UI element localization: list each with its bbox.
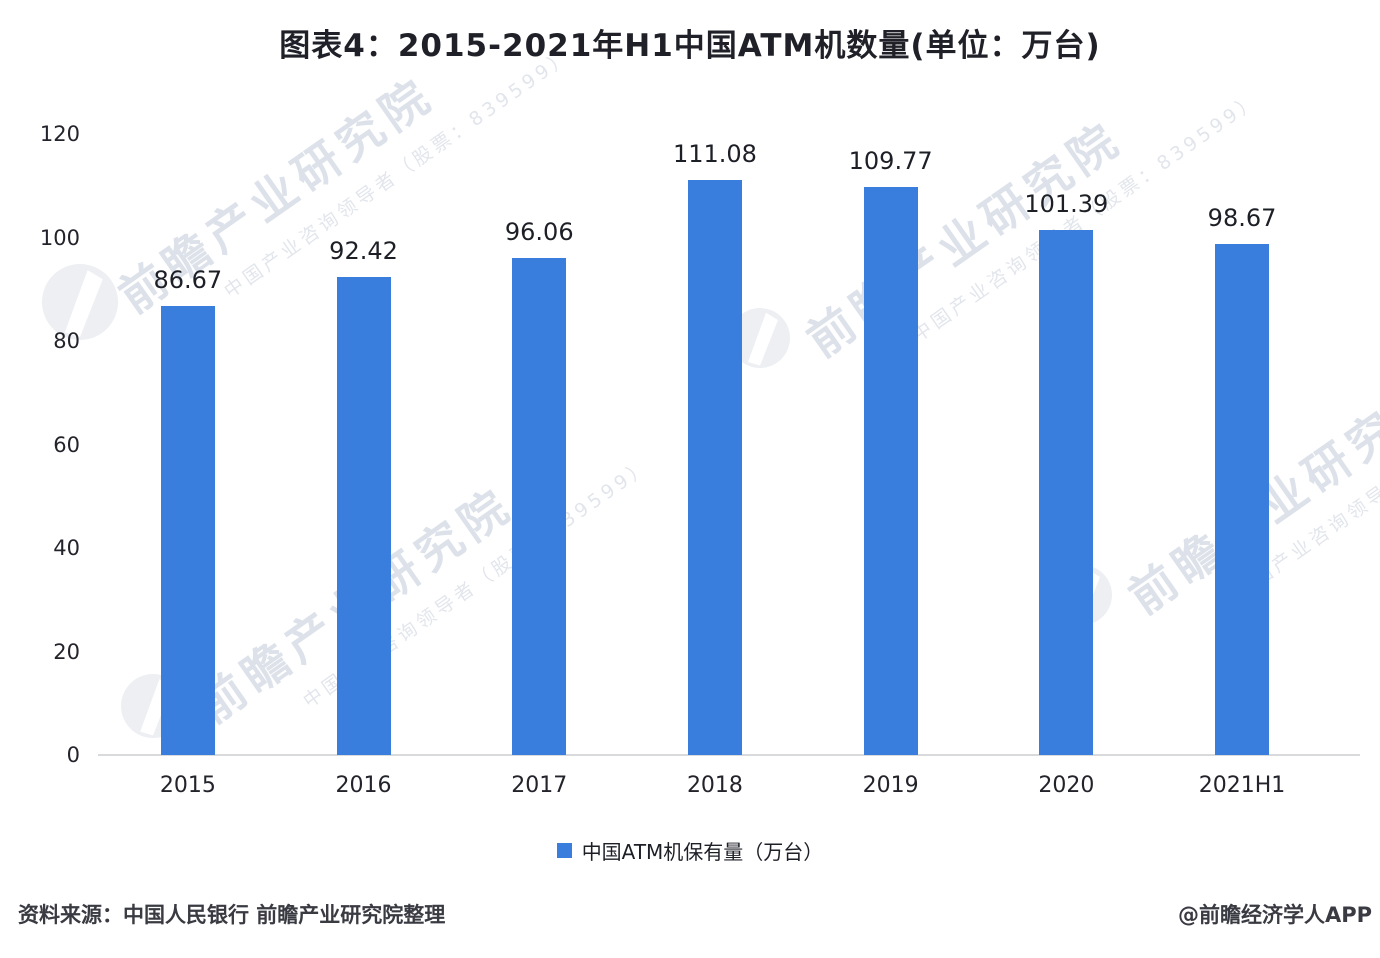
x-tick-label: 2016 xyxy=(335,773,392,798)
x-tick-label: 2018 xyxy=(686,773,743,798)
y-tick-label: 120 xyxy=(39,122,80,146)
bar xyxy=(336,276,391,755)
legend-marker-icon xyxy=(556,843,572,858)
bar xyxy=(687,180,742,755)
y-tick-label: 80 xyxy=(53,329,80,353)
x-tick-label: 2015 xyxy=(159,773,216,798)
y-tick-label: 40 xyxy=(53,536,80,560)
bar-column: 101.39 xyxy=(979,0,1155,755)
legend-label: 中国ATM机保有量（万台） xyxy=(581,840,824,864)
bar xyxy=(1215,244,1270,755)
chart-title: 图表4：2015-2021年H1中国ATM机数量(单位：万台) xyxy=(279,28,1101,64)
bar-column: 92.42 xyxy=(276,0,452,755)
bar-column: 96.06 xyxy=(451,0,627,755)
bar xyxy=(160,306,215,755)
bar xyxy=(512,257,567,755)
bar-value-label: 109.77 xyxy=(848,146,933,175)
bar-value-label: 86.67 xyxy=(153,266,223,295)
x-axis-line xyxy=(98,754,1360,756)
x-tick-label: 2021H1 xyxy=(1198,773,1286,798)
footer-credit: @前瞻经济学人APP xyxy=(1177,903,1372,927)
bar-value-label: 101.39 xyxy=(1024,190,1109,219)
y-tick-label: 60 xyxy=(53,432,80,457)
bar-column: 98.67 xyxy=(1154,0,1330,755)
x-tick-label: 2017 xyxy=(511,773,568,798)
bar xyxy=(863,186,918,755)
y-tick-label: 20 xyxy=(53,639,80,664)
bar-value-label: 98.67 xyxy=(1207,204,1277,233)
bar xyxy=(1039,230,1094,755)
x-tick-label: 2020 xyxy=(1038,773,1095,798)
bar-value-label: 111.08 xyxy=(672,140,757,169)
y-tick-label: 100 xyxy=(39,225,80,250)
bar-column: 109.77 xyxy=(803,0,979,755)
bar-column: 86.67 xyxy=(100,0,276,755)
legend: 中国ATM机保有量（万台） xyxy=(0,836,1380,865)
bar-column: 111.08 xyxy=(627,0,803,755)
bar-value-label: 92.42 xyxy=(329,236,398,265)
x-tick-label: 2019 xyxy=(862,773,919,798)
y-tick-label: 0 xyxy=(66,743,80,767)
footer-source: 资料来源：中国人民银行 前瞻产业研究院整理 xyxy=(18,903,446,927)
bar-value-label: 96.06 xyxy=(504,217,574,246)
